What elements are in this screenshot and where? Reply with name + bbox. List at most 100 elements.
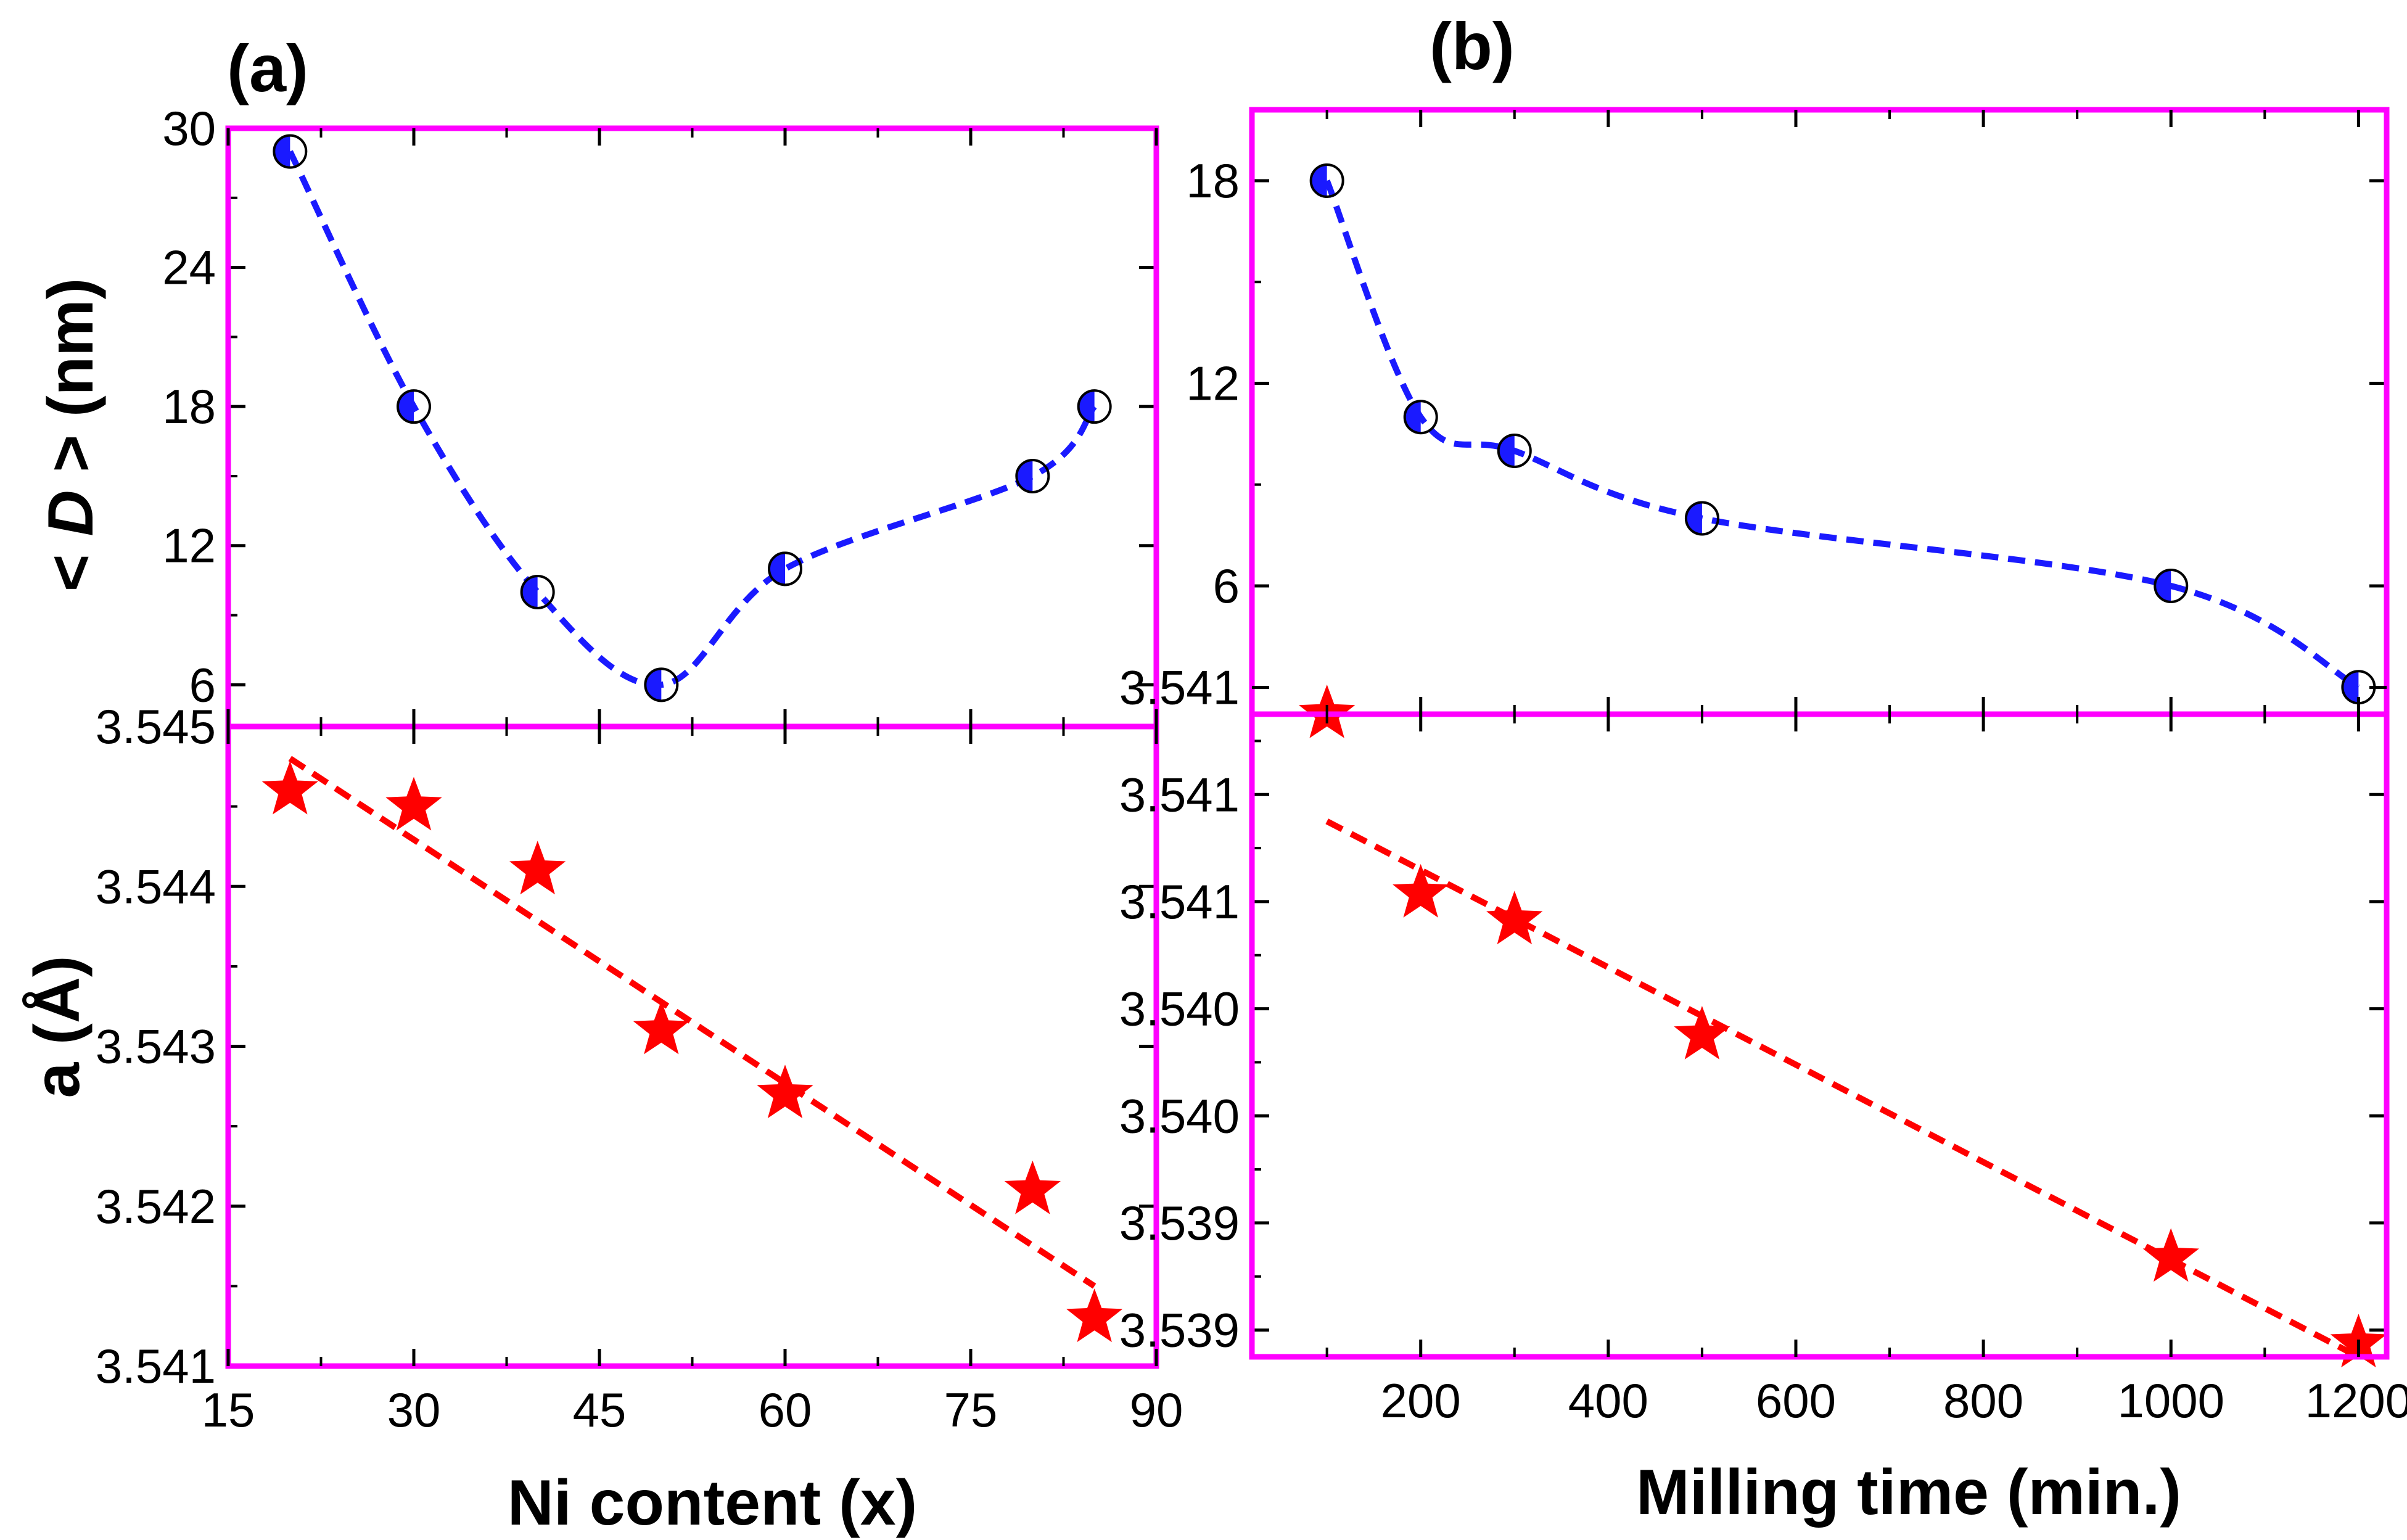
y-tick-label: 3.541 xyxy=(1119,767,1240,821)
marker-outline xyxy=(644,667,679,702)
circle-marker xyxy=(273,134,308,169)
y-tick-label: 12 xyxy=(1186,356,1240,410)
y-tick-label: 12 xyxy=(162,519,216,573)
y-tick-label: 6 xyxy=(189,657,216,712)
plot-frame xyxy=(225,125,1159,730)
circle-marker xyxy=(397,389,431,424)
y-tick-label: 3.541 xyxy=(1119,875,1240,929)
y-tick-label: 3.541 xyxy=(1119,661,1240,715)
marker-fill xyxy=(1078,390,1095,423)
y-tick-label: 3.544 xyxy=(96,859,216,913)
panel-a-bottom-ylabel: a (Å) xyxy=(22,955,93,1098)
marker-fill xyxy=(1404,401,1421,434)
subplot-a-bottom: 3.541 3.542 3.543 3.544 3.545 xyxy=(96,699,1159,1393)
panel-b-xlabel: Milling time (min.) xyxy=(1636,1457,2181,1528)
y-tick-label: 3.540 xyxy=(1119,1089,1240,1143)
star-marker xyxy=(1486,891,1543,945)
y-tick-label: 18 xyxy=(162,379,216,434)
marker-fill xyxy=(769,553,785,585)
circle-marker xyxy=(644,667,679,702)
y-tick-label: 18 xyxy=(1186,154,1240,208)
marker-outline xyxy=(273,134,308,169)
marker-outline xyxy=(1309,163,1344,198)
star-marker xyxy=(1674,1006,1730,1060)
marker-outline xyxy=(1015,458,1050,493)
marker-outline xyxy=(2154,568,2189,603)
circle-marker xyxy=(1403,400,1438,435)
panel-b: 6 12 18 3.539 3.539 3.540 3.540 3.541 3.541 3.541… xyxy=(1119,107,2407,1428)
marker-fill xyxy=(274,135,290,168)
x-tick-label: 30 xyxy=(387,1383,441,1437)
circle-marker xyxy=(768,551,802,587)
fit-line xyxy=(1324,179,2360,690)
ylabel-suffix: > (nm) xyxy=(35,278,107,490)
marker-outline xyxy=(768,551,802,587)
marker-fill xyxy=(2342,671,2359,704)
x-tick-label: 90 xyxy=(1130,1383,1183,1437)
marker-fill xyxy=(521,575,538,608)
star-marker xyxy=(509,841,566,895)
subplot-b-top: 6 12 18 xyxy=(1186,107,2390,717)
subplot-b-bottom: 3.539 3.539 3.540 3.540 3.541 3.541 3.541 xyxy=(1119,661,2390,1368)
marker-fill xyxy=(1016,459,1033,492)
star-marker xyxy=(633,1000,689,1055)
marker-fill xyxy=(1310,164,1327,197)
x-tick-label: 800 xyxy=(1943,1373,2023,1428)
y-tick-label: 3.539 xyxy=(1119,1303,1240,1357)
plot-frame xyxy=(1249,107,2390,717)
panel-a-xlabel: Ni content (x) xyxy=(508,1467,917,1539)
ylabel-prefix: < xyxy=(35,537,107,592)
star-marker xyxy=(1066,1288,1123,1343)
y-tick-label: 3.542 xyxy=(96,1179,216,1233)
circle-marker xyxy=(1015,458,1050,493)
fit-line xyxy=(1325,818,2360,1360)
x-tick-label: 15 xyxy=(202,1383,255,1437)
x-tick-label: 1000 xyxy=(2117,1373,2224,1428)
star-marker xyxy=(385,776,442,831)
y-tick-label: 3.539 xyxy=(1119,1196,1240,1250)
star-marker xyxy=(261,760,318,815)
plot-frame xyxy=(225,723,1159,1369)
panel-b-label: (b) xyxy=(1430,9,1515,83)
circle-marker xyxy=(1497,433,1532,468)
y-tick-label: 24 xyxy=(162,241,216,295)
y-tick-label: 3.541 xyxy=(96,1339,216,1393)
marker-outline xyxy=(1077,389,1112,424)
marker-fill xyxy=(1685,502,1702,535)
x-tick-label: 200 xyxy=(1381,1373,1461,1428)
marker-outline xyxy=(520,574,555,609)
marker-outline xyxy=(397,389,431,424)
panel-a: 6 12 18 24 30 3.541 3.542 3.543 3.544 3.545 15 30 45… xyxy=(96,101,1183,1437)
marker-outline xyxy=(1684,501,1719,536)
x-tick-label: 45 xyxy=(573,1383,627,1437)
marker-fill xyxy=(2155,569,2171,602)
ylabel-italic: D xyxy=(35,490,107,537)
x-tick-label: 600 xyxy=(1756,1373,1836,1428)
x-tick-label: 60 xyxy=(759,1383,812,1437)
marker-outline xyxy=(1497,433,1532,468)
y-tick-label: 30 xyxy=(162,101,216,155)
marker-fill xyxy=(1498,434,1515,467)
y-tick-label: 3.540 xyxy=(1119,982,1240,1036)
y-tick-label: 3.545 xyxy=(96,699,216,754)
y-tick-label: 6 xyxy=(1213,559,1240,613)
marker-fill xyxy=(398,390,414,423)
star-marker xyxy=(1393,863,1449,918)
circle-marker xyxy=(1309,163,1344,198)
fit-line xyxy=(288,756,1097,1289)
star-marker xyxy=(2142,1228,2199,1282)
circle-marker xyxy=(1077,389,1112,424)
circle-marker xyxy=(1684,501,1719,536)
panel-a-top-ylabel: < D > (nm) xyxy=(35,278,107,592)
marker-outline xyxy=(1403,400,1438,435)
panel-a-label: (a) xyxy=(227,31,308,105)
x-tick-label: 400 xyxy=(1568,1373,1648,1428)
plot-frame xyxy=(1249,711,2390,1360)
star-marker xyxy=(1004,1160,1061,1214)
circle-marker xyxy=(520,574,555,609)
y-tick-label: 3.543 xyxy=(96,1019,216,1074)
x-tick-label: 75 xyxy=(944,1383,998,1437)
marker-fill xyxy=(645,669,662,701)
x-tick-label: 1200 xyxy=(2305,1373,2407,1428)
